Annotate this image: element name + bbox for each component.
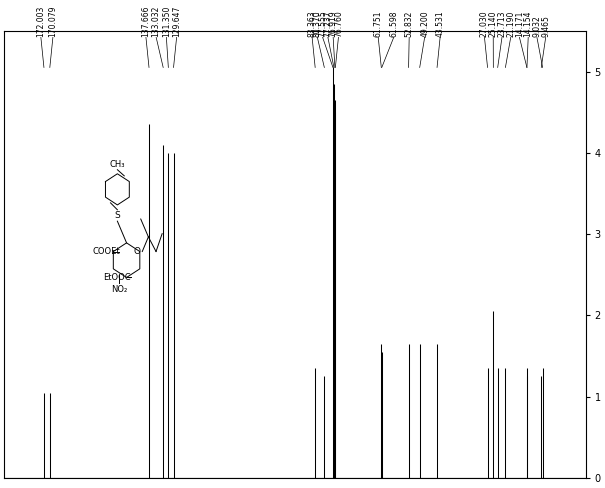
Text: 9.465: 9.465 [541,15,550,37]
Text: 77.237: 77.237 [324,10,332,37]
Text: 131.350: 131.350 [162,5,171,37]
Text: 14.171: 14.171 [515,10,524,37]
Text: 80.370: 80.370 [313,10,322,37]
Text: S: S [114,211,120,220]
Text: 9.032: 9.032 [532,15,541,37]
Text: 21.190: 21.190 [506,10,515,37]
Text: 170.079: 170.079 [48,5,57,37]
Text: 61.751: 61.751 [374,10,383,37]
Text: 172.003: 172.003 [36,5,45,37]
Text: 23.713: 23.713 [497,10,506,37]
Text: 133.032: 133.032 [152,5,161,37]
Text: NO₂: NO₂ [111,285,127,294]
Text: 137.666: 137.666 [142,5,151,37]
Text: 43.531: 43.531 [436,10,445,37]
Text: 129.647: 129.647 [172,5,181,37]
Text: 52.832: 52.832 [405,10,414,37]
Text: 25.140: 25.140 [489,10,498,37]
Text: 14.154: 14.154 [524,10,532,37]
Text: 61.598: 61.598 [389,10,398,37]
Text: O: O [134,247,141,256]
Text: 27.030: 27.030 [480,10,489,37]
Text: EtOOC: EtOOC [103,273,131,282]
Text: 49.200: 49.200 [420,10,429,37]
Text: 83.363: 83.363 [307,10,316,37]
Text: 77.555: 77.555 [318,10,327,37]
Text: CH₃: CH₃ [110,160,125,169]
Text: 76.760: 76.760 [334,10,343,37]
Text: COOEt: COOEt [93,247,120,256]
Text: 76.919: 76.919 [329,10,338,37]
